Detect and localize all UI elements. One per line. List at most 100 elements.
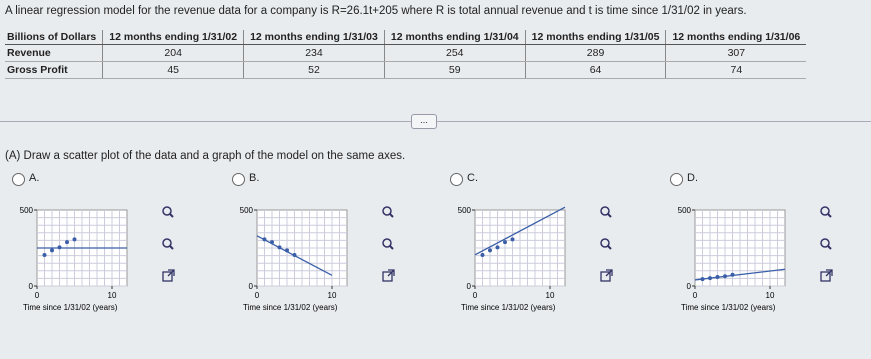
- answer-option[interactable]: C. 0 500 0 10 Time since 1/31/02 (years): [450, 170, 660, 330]
- table-body: Revenue 204 234 254 289 307 Gross Profit 45 52 59…: [5, 44, 807, 79]
- icon-shape: [820, 271, 831, 282]
- popout-icon[interactable]: [382, 269, 395, 282]
- x-axis-label: Time since 1/31/02 (years): [461, 303, 556, 312]
- mini-chart: 0 500 0 10 Time since 1/31/02 (years): [458, 206, 613, 312]
- y-tick-label: 0: [467, 282, 472, 291]
- data-table: Billions of Dollars 12 months ending 1/31…: [5, 30, 807, 79]
- icon-shape: [167, 269, 175, 277]
- icon-shape: [382, 238, 392, 248]
- data-point: [480, 252, 485, 257]
- icon-shape: [607, 213, 612, 218]
- header-cell: 12 months ending 1/31/06: [665, 30, 807, 45]
- data-point: [65, 240, 69, 245]
- radio-button[interactable]: [670, 173, 683, 186]
- data-point: [488, 248, 492, 253]
- icon-shape: [387, 269, 395, 277]
- radio-button[interactable]: [232, 173, 245, 186]
- data-point: [495, 245, 500, 250]
- zoom-out-icon[interactable]: [600, 238, 612, 250]
- y-tick-label: 0: [687, 282, 692, 291]
- option-label: B.: [249, 172, 260, 184]
- data-point: [700, 277, 705, 282]
- zoom-in-icon[interactable]: [382, 206, 394, 218]
- option-label: A.: [29, 172, 40, 184]
- x-tick-label: 0: [693, 291, 698, 300]
- radio-button[interactable]: [450, 173, 463, 186]
- question-text: (A) Draw a scatter plot of the data and …: [5, 150, 406, 162]
- table-cell: 204: [102, 44, 245, 62]
- zoom-out-icon[interactable]: [382, 238, 394, 250]
- table-cell: 74: [665, 61, 807, 79]
- icon-shape: [162, 271, 173, 282]
- header-cell: 12 months ending 1/31/04: [384, 30, 526, 45]
- table-cell: 289: [525, 44, 667, 62]
- data-point: [715, 275, 720, 280]
- x-axis-label: Time since 1/31/02 (years): [23, 303, 118, 312]
- icon-shape: [389, 245, 394, 250]
- icon-shape: [820, 206, 830, 216]
- icon-shape: [162, 206, 172, 216]
- data-point: [262, 237, 267, 242]
- y-tick-label: 500: [240, 206, 254, 215]
- table-cell: Revenue: [5, 44, 104, 62]
- zoom-in-icon[interactable]: [600, 206, 612, 218]
- table-cell: 45: [102, 61, 245, 79]
- icon-shape: [389, 213, 394, 218]
- y-tick-label: 500: [458, 206, 472, 215]
- radio-button[interactable]: [12, 173, 25, 186]
- more-button[interactable]: ...: [411, 114, 437, 129]
- x-axis-label: Time since 1/31/02 (years): [243, 303, 338, 312]
- header-cell: Billions of Dollars: [5, 30, 104, 45]
- icon-shape: [607, 245, 612, 250]
- popout-icon[interactable]: [162, 269, 175, 282]
- zoom-in-icon[interactable]: [820, 206, 832, 218]
- x-tick-label: 10: [766, 291, 775, 300]
- table-cell: 64: [525, 61, 667, 79]
- icon-shape: [827, 245, 832, 250]
- header-cell: 12 months ending 1/31/05: [525, 30, 667, 45]
- icon-shape: [162, 238, 172, 248]
- icon-shape: [382, 206, 392, 216]
- icon-shape: [820, 238, 830, 248]
- table-cell: Gross Profit: [5, 61, 104, 79]
- data-point: [292, 252, 297, 257]
- zoom-in-icon[interactable]: [162, 206, 174, 218]
- model-line: [474, 206, 566, 256]
- data-point: [72, 237, 77, 242]
- icon-shape: [382, 271, 393, 282]
- x-axis-label: Time since 1/31/02 (years): [681, 303, 776, 312]
- x-tick-label: 10: [546, 291, 555, 300]
- icon-shape: [825, 269, 833, 277]
- icon-shape: [169, 213, 174, 218]
- answer-option[interactable]: D. 0 500 0 10 Time since 1/31/02 (years): [670, 170, 871, 330]
- answer-option[interactable]: A. 0 500 0 10 Time since 1/31/02 (years): [12, 170, 222, 330]
- icon-shape: [605, 269, 613, 277]
- popout-icon[interactable]: [600, 269, 613, 282]
- table-cell: 59: [384, 61, 526, 79]
- table-row: Revenue 204 234 254 289 307: [5, 44, 807, 62]
- header-cell: 12 months ending 1/31/03: [243, 30, 385, 45]
- data-point: [42, 252, 47, 257]
- zoom-out-icon[interactable]: [162, 238, 174, 250]
- icon-shape: [600, 238, 610, 248]
- x-tick-label: 10: [328, 291, 337, 300]
- icon-shape: [827, 213, 832, 218]
- answer-option[interactable]: B. 0 500 0 10 Time since 1/31/02 (years): [232, 170, 442, 330]
- table-cell: 307: [665, 44, 807, 62]
- problem-text: A linear regression model for the revenu…: [5, 5, 747, 17]
- x-tick-label: 10: [108, 291, 117, 300]
- mini-chart: 0 500 0 10 Time since 1/31/02 (years): [240, 206, 395, 312]
- data-point: [50, 248, 54, 253]
- option-label: C.: [467, 172, 478, 184]
- y-tick-label: 500: [678, 206, 692, 215]
- x-tick-label: 0: [255, 291, 260, 300]
- y-tick-label: 0: [249, 282, 254, 291]
- data-point: [277, 245, 282, 250]
- mini-chart: 0 500 0 10 Time since 1/31/02 (years): [20, 206, 175, 312]
- data-point: [723, 274, 727, 279]
- y-tick-label: 0: [29, 282, 34, 291]
- zoom-out-icon[interactable]: [820, 238, 832, 250]
- x-tick-label: 0: [473, 291, 478, 300]
- popout-icon[interactable]: [820, 269, 833, 282]
